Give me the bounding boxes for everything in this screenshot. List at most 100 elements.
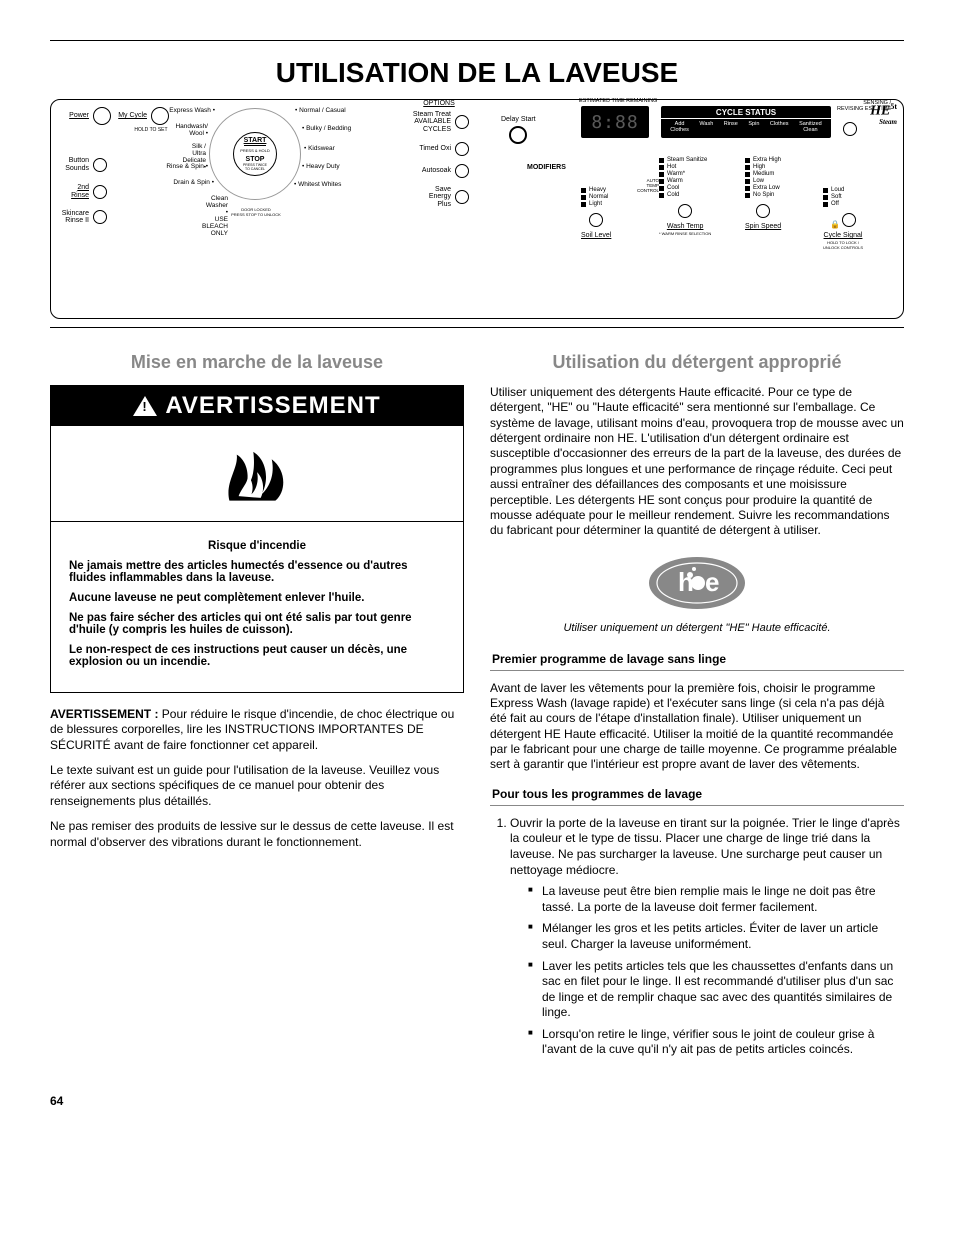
skincare-label: Skincare Rinse II — [59, 210, 89, 225]
temp-block: AUTO TEMP CONTROL Steam Sanitize Hot War… — [659, 156, 711, 236]
warn-p4: Le non-respect de ces instructions peut … — [69, 644, 445, 668]
mycycle-knob-icon — [151, 107, 169, 125]
second-rinse-label: 2nd Rinse — [59, 184, 89, 199]
temp-4: Cool — [667, 185, 679, 191]
hold-to-set-label: HOLD TO SET — [133, 128, 169, 134]
opt-energy-label: Save Energy Plus — [409, 186, 451, 209]
sensing-label: SENSING / REVISING EST. TIME — [837, 100, 891, 112]
avert-label: AVERTISSEMENT : — [50, 707, 158, 721]
sensing-knob-icon — [843, 122, 857, 136]
cycle-dial: START PRESS & HOLD STOP PRESS TWICE TO C… — [209, 108, 301, 200]
warn-p3: Ne pas faire sécher des articles qui ont… — [69, 612, 445, 636]
seg-digits-icon: 8:88 — [591, 112, 638, 133]
stop-label: STOP — [246, 156, 265, 163]
power-knob-icon — [93, 107, 111, 125]
sq-icon — [659, 193, 664, 198]
page-number: 64 — [50, 1094, 904, 1108]
sq-icon — [659, 179, 664, 184]
options-col: OPTIONS Steam Treat AVAILABLE CYCLES Tim… — [409, 100, 469, 212]
soil-block: Heavy Normal Light Soil Level — [581, 186, 611, 240]
he-sup: 5t — [890, 102, 897, 111]
soil-knob-icon — [589, 213, 603, 227]
flame-icon — [211, 440, 303, 508]
signal-1: Soft — [831, 194, 842, 200]
left-p2: Le texte suivant est un guide pour l'uti… — [50, 763, 464, 809]
bullet-4: Lorsqu'on retire le linge, vérifier sous… — [528, 1027, 904, 1058]
spin-1: High — [753, 164, 765, 170]
dial-center: START PRESS & HOLD STOP PRESS TWICE TO C… — [233, 132, 277, 176]
power-label: Power — [59, 112, 89, 120]
sq-icon — [823, 188, 828, 193]
bullet-1: La laveuse peut être bien remplie mais l… — [528, 884, 904, 915]
he-caption: Utiliser uniquement un détergent "HE" Ha… — [490, 622, 904, 634]
stop-sub1: PRESS TWICE TO CANCEL — [243, 163, 267, 171]
temp-3: Warm — [667, 178, 683, 184]
left-column: Mise en marche de la laveuse AVERTISSEME… — [50, 346, 464, 1066]
left-heading: Mise en marche de la laveuse — [50, 352, 464, 373]
soil-1: Normal — [589, 194, 608, 200]
spin-3: Low — [753, 178, 764, 184]
cycle-status-bar: CYCLE STATUS Add Clothes Wash Rinse Spin… — [661, 106, 831, 138]
warning-banner: AVERTISSEMENT — [51, 386, 463, 426]
sq-icon — [745, 158, 750, 163]
control-panel-diagram: HE5t Steam Power Button Sounds 2nd Rinse… — [50, 99, 904, 319]
stage-0: Add Clothes — [670, 121, 689, 133]
time-display: 8:88 — [581, 106, 649, 138]
spin-block: Extra High High Medium Low Extra Low No … — [745, 156, 781, 231]
panel-rule — [50, 327, 904, 328]
right-p2: Avant de laver les vêtements pour la pre… — [490, 681, 904, 773]
stage-3: Spin — [748, 121, 759, 133]
sq-icon — [581, 188, 586, 193]
sq-icon — [581, 202, 586, 207]
bullet-3: Laver les petits articles tels que les c… — [528, 959, 904, 1021]
svg-text:e: e — [705, 567, 719, 597]
opt-steam-knob-icon — [455, 115, 469, 129]
button-sounds-knob-icon — [93, 158, 107, 172]
dial-left-1: Handwash/ Wool • — [175, 123, 208, 137]
sq-icon — [659, 172, 664, 177]
signal-block: Loud Soft Off 🔒 Cycle Signal HOLD TO LOC… — [823, 186, 863, 250]
step-1-bullets: La laveuse peut être bien remplie mais l… — [510, 884, 904, 1058]
start-sub: PRESS & HOLD — [240, 148, 270, 153]
warning-body: Risque d'incendie Ne jamais mettre des a… — [51, 521, 463, 692]
he-logo-wrap: h e — [490, 553, 904, 616]
sq-icon — [745, 193, 750, 198]
sub-heading-1: Premier programme de lavage sans linge — [490, 648, 904, 671]
soil-2: Light — [589, 201, 602, 207]
signal-sub: HOLD TO LOCK / UNLOCK CONTROLS — [823, 240, 863, 250]
sq-icon — [745, 172, 750, 177]
delay-knob-icon — [509, 126, 527, 144]
right-body-text: Utiliser uniquement des détergents Haute… — [490, 385, 904, 539]
dial-right-4: • Whitest Whites — [294, 181, 341, 188]
sq-icon — [745, 165, 750, 170]
dial-right-0: • Normal / Casual — [295, 107, 346, 114]
sq-icon — [823, 202, 828, 207]
bullet-2: Mélanger les gros et les petits articles… — [528, 921, 904, 952]
stage-2: Rinse — [724, 121, 738, 133]
left-button-col-1: Power Button Sounds 2nd Rinse Skincare R… — [59, 104, 111, 228]
lock-icon: 🔒 — [830, 220, 840, 229]
warning-triangle-icon — [133, 396, 157, 416]
cycle-status-title: CYCLE STATUS — [661, 106, 831, 119]
sq-icon — [659, 158, 664, 163]
signal-0: Loud — [831, 187, 844, 193]
two-column-body: Mise en marche de la laveuse AVERTISSEME… — [50, 346, 904, 1066]
right-heading: Utilisation du détergent approprié — [490, 352, 904, 373]
spin-0: Extra High — [753, 157, 781, 163]
delay-start-group: Delay Start — [501, 116, 536, 146]
temp-5: Cold — [667, 192, 679, 198]
step-1-text: Ouvrir la porte de la laveuse en tirant … — [510, 816, 900, 877]
est-time-label: ESTIMATED TIME REMAINING — [579, 98, 657, 104]
dial-left-3: Rinse & Spin • — [166, 163, 208, 170]
signal-label: Cycle Signal — [823, 232, 863, 240]
page-title: UTILISATION DE LA LAVEUSE — [50, 57, 904, 89]
sq-icon — [823, 195, 828, 200]
delay-label: Delay Start — [501, 116, 536, 124]
warning-word: AVERTISSEMENT — [165, 392, 380, 420]
sq-icon — [581, 195, 586, 200]
dial-right-1: • Bulky / Bedding — [302, 125, 351, 132]
opt-oxi-knob-icon — [455, 142, 469, 156]
opt-autosoak-label: Autosoak — [409, 167, 451, 175]
stage-5: Sanitized Clean — [799, 121, 822, 133]
spin-5: No Spin — [753, 192, 774, 198]
